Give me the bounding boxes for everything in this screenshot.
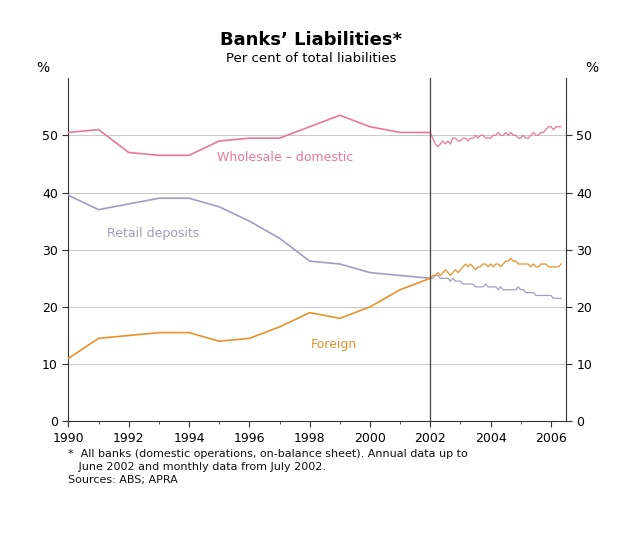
Text: June 2002 and monthly data from July 2002.: June 2002 and monthly data from July 200…: [68, 462, 327, 472]
Text: %: %: [585, 61, 598, 75]
Text: Retail deposits: Retail deposits: [107, 227, 199, 240]
Text: Per cent of total liabilities: Per cent of total liabilities: [226, 52, 396, 65]
Text: Banks’ Liabilities*: Banks’ Liabilities*: [220, 31, 402, 49]
Text: Foreign: Foreign: [310, 338, 357, 352]
Text: %: %: [36, 61, 49, 75]
Text: Sources: ABS; APRA: Sources: ABS; APRA: [68, 475, 178, 485]
Text: *  All banks (domestic operations, on-balance sheet). Annual data up to: * All banks (domestic operations, on-bal…: [68, 449, 468, 459]
Text: Wholesale – domestic: Wholesale – domestic: [218, 151, 354, 164]
